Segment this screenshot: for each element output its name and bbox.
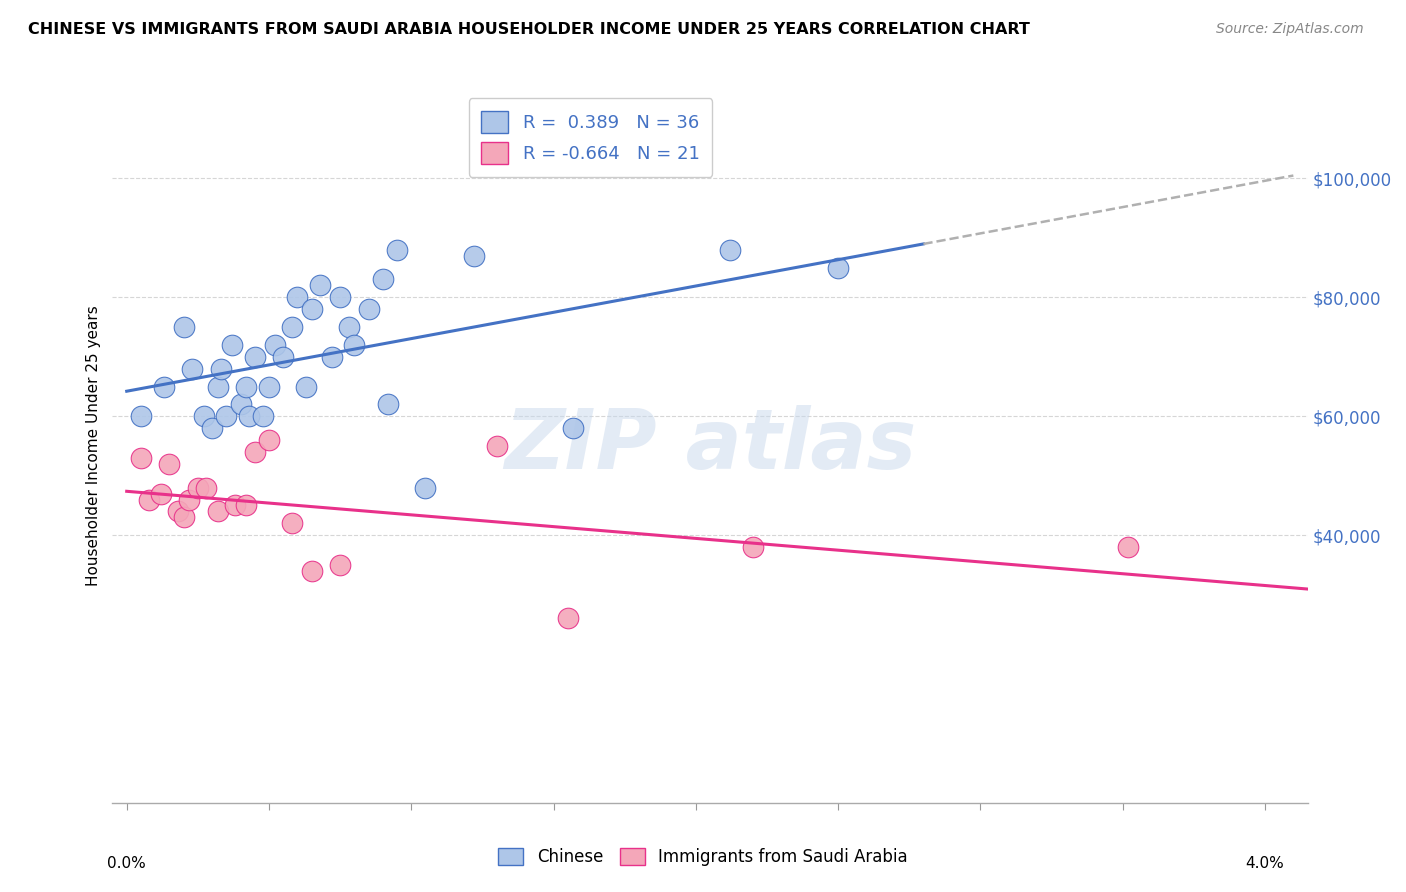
Point	[301, 302, 323, 317]
Point	[209, 361, 232, 376]
Text: 4.0%: 4.0%	[1246, 856, 1284, 871]
Point	[329, 558, 352, 572]
Text: Source: ZipAtlas.com: Source: ZipAtlas.com	[1216, 22, 1364, 37]
Point	[229, 397, 252, 411]
Point	[281, 320, 304, 334]
Text: ZIP atlas: ZIP atlas	[503, 406, 917, 486]
Point	[263, 338, 285, 352]
Point	[235, 379, 257, 393]
Text: 0.0%: 0.0%	[107, 856, 146, 871]
Point	[215, 409, 238, 424]
Point	[149, 486, 172, 500]
Point	[257, 379, 280, 393]
Point	[157, 457, 180, 471]
Point	[221, 338, 243, 352]
Point	[187, 481, 209, 495]
Point	[179, 492, 201, 507]
Point	[321, 350, 343, 364]
Point	[243, 350, 266, 364]
Point	[357, 302, 380, 317]
Point	[287, 290, 309, 304]
Point	[207, 504, 229, 518]
Point	[337, 320, 360, 334]
Point	[252, 409, 274, 424]
Point	[741, 540, 763, 554]
Point	[235, 499, 257, 513]
Point	[309, 278, 332, 293]
Point	[1118, 540, 1140, 554]
Point	[152, 379, 174, 393]
Legend: R =  0.389   N = 36, R = -0.664   N = 21: R = 0.389 N = 36, R = -0.664 N = 21	[468, 98, 713, 177]
Point	[485, 439, 508, 453]
Point	[329, 290, 352, 304]
Point	[463, 249, 485, 263]
Point	[129, 450, 152, 465]
Point	[301, 564, 323, 578]
Point	[371, 272, 394, 286]
Point	[343, 338, 366, 352]
Point	[557, 611, 579, 625]
Point	[377, 397, 399, 411]
Legend: Chinese, Immigrants from Saudi Arabia: Chinese, Immigrants from Saudi Arabia	[491, 840, 915, 875]
Point	[173, 320, 195, 334]
Point	[181, 361, 204, 376]
Text: CHINESE VS IMMIGRANTS FROM SAUDI ARABIA HOUSEHOLDER INCOME UNDER 25 YEARS CORREL: CHINESE VS IMMIGRANTS FROM SAUDI ARABIA …	[28, 22, 1031, 37]
Point	[193, 409, 215, 424]
Point	[129, 409, 152, 424]
Point	[224, 499, 246, 513]
Point	[138, 492, 160, 507]
Point	[295, 379, 318, 393]
Point	[238, 409, 260, 424]
Point	[827, 260, 849, 275]
Point	[173, 510, 195, 524]
Point	[281, 516, 304, 531]
Point	[243, 445, 266, 459]
Point	[207, 379, 229, 393]
Point	[415, 481, 437, 495]
Point	[257, 433, 280, 447]
Point	[718, 243, 741, 257]
Point	[195, 481, 218, 495]
Point	[201, 421, 224, 435]
Point	[385, 243, 408, 257]
Point	[167, 504, 190, 518]
Point	[562, 421, 585, 435]
Y-axis label: Householder Income Under 25 years: Householder Income Under 25 years	[86, 306, 101, 586]
Point	[271, 350, 294, 364]
